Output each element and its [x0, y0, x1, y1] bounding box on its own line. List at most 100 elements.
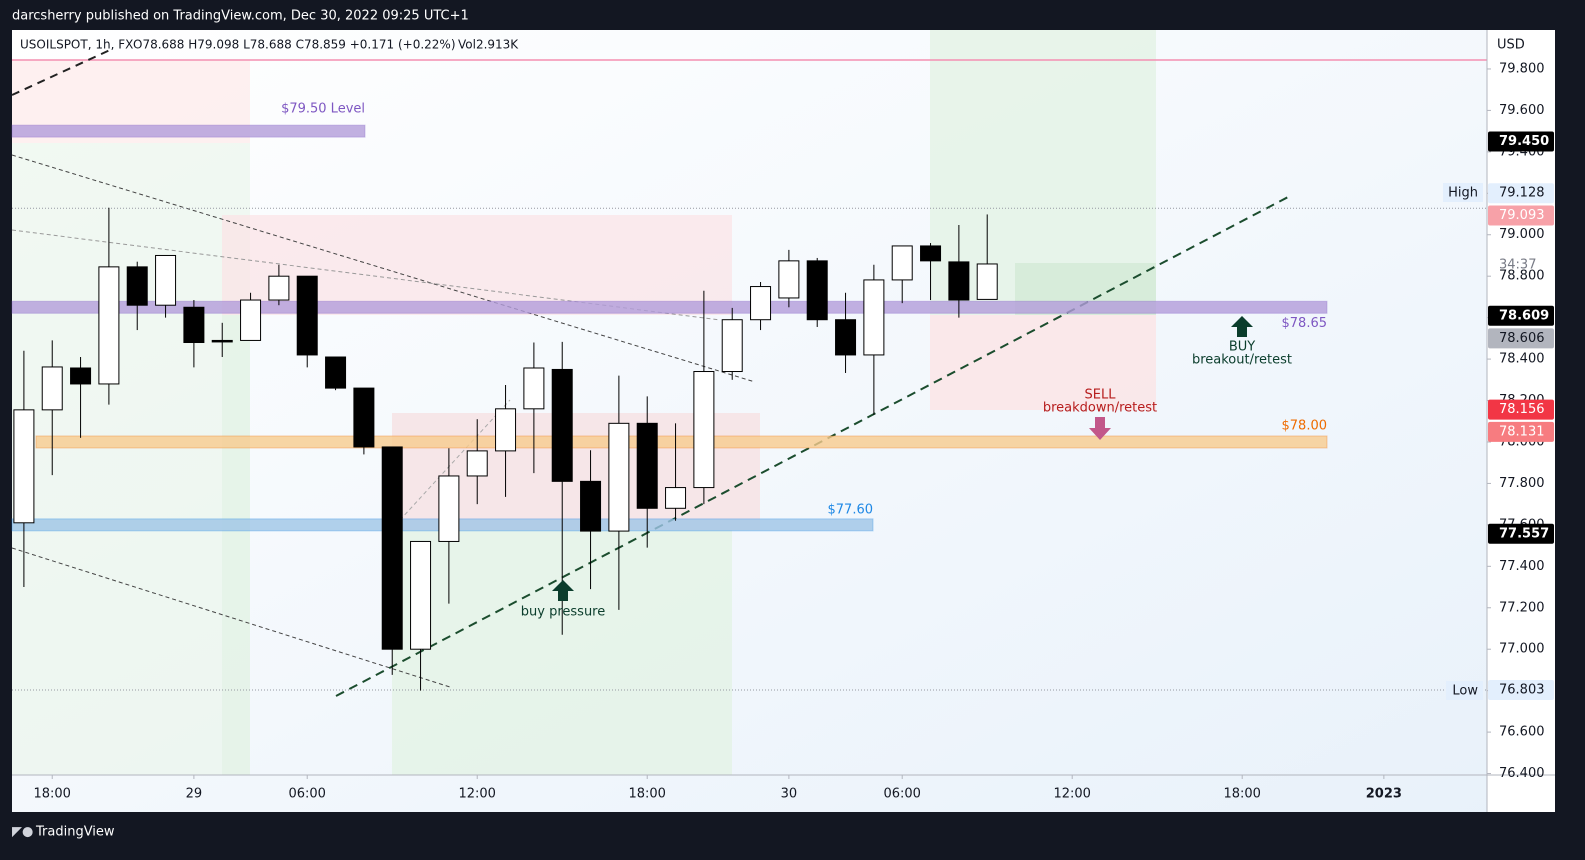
candle-body — [665, 487, 687, 509]
label-bg — [1446, 681, 1483, 700]
price-marker-label: 78.609 — [1499, 308, 1549, 323]
x-tick-label: 30 — [781, 787, 798, 802]
x-tick-label: 29 — [186, 787, 203, 802]
zone — [222, 315, 250, 775]
price-marker — [1488, 131, 1554, 152]
candle-body — [41, 366, 63, 411]
candle-body — [296, 275, 318, 356]
price-marker — [1488, 399, 1554, 420]
level-label: $79.50 Level — [281, 102, 365, 117]
candle-body — [891, 245, 913, 281]
candle-body — [948, 261, 970, 301]
y-tick-label: 77.200 — [1499, 600, 1545, 615]
candle-body — [466, 450, 488, 477]
candle-body — [381, 446, 403, 650]
symbol: USOILSPOT, 1h, FX — [20, 38, 133, 52]
buy-sub: breakout/retest — [1192, 353, 1292, 368]
sell-label: SELL — [1085, 388, 1117, 403]
y-tick-label: 79.800 — [1499, 61, 1545, 76]
y-tick-label: 77.400 — [1499, 559, 1545, 574]
buy-pressure: buy pressure — [521, 605, 605, 620]
candle-body — [438, 475, 460, 542]
buy-label: BUY — [1229, 340, 1255, 355]
candle-body — [155, 254, 177, 306]
x-tick-label: 18:00 — [628, 787, 665, 802]
candle-body — [608, 422, 630, 532]
candle-body — [98, 266, 120, 385]
y-tick-label: 77.800 — [1499, 476, 1545, 491]
candle-body — [920, 245, 942, 262]
trendline — [11, 154, 756, 383]
price-marker — [1488, 183, 1554, 204]
candle-body — [551, 368, 573, 482]
candle-body — [835, 319, 857, 356]
y-tick-label: 78.800 — [1499, 269, 1545, 284]
level-label: $77.60 — [828, 502, 874, 517]
level-label: $78.65 — [1282, 316, 1328, 331]
candle-body — [211, 339, 233, 343]
candle-body — [353, 387, 375, 448]
y-tick-label: 79.000 — [1499, 227, 1545, 242]
price-marker-label: 79.128 — [1499, 186, 1545, 201]
candle-body — [721, 319, 743, 373]
candle-body — [693, 371, 715, 489]
plot: 76.40076.60076.80077.00077.20077.40077.6… — [11, 61, 1554, 802]
price-marker — [1488, 205, 1554, 226]
candle-body — [410, 540, 432, 650]
price-marker-label: 76.803 — [1499, 683, 1545, 698]
candle-body — [523, 367, 545, 410]
footer-logo: ◤● — [12, 825, 33, 840]
candle-body — [976, 263, 998, 300]
arrow-up — [552, 580, 574, 601]
candle-body — [580, 480, 602, 532]
currency: USD — [1497, 38, 1525, 53]
price-marker — [1488, 523, 1554, 544]
buy-arrow — [1231, 316, 1253, 337]
price-marker-label: 79.093 — [1499, 208, 1545, 223]
y-tick-label: 76.400 — [1499, 766, 1545, 781]
candle-body — [183, 306, 205, 344]
trendlines — [11, 49, 1291, 697]
price-marker-label: 77.557 — [1499, 526, 1549, 541]
candle-body — [806, 260, 828, 321]
volume: Vol2.913K — [458, 38, 519, 52]
price-marker-label: 79.450 — [1499, 134, 1549, 149]
candle-body — [495, 408, 517, 452]
trendline — [11, 49, 111, 96]
arrow-up — [1231, 316, 1253, 337]
sell-sub: breakdown/retest — [1043, 401, 1157, 416]
x-tick-label: 12:00 — [458, 787, 495, 802]
x-tick-label: 12:00 — [1053, 787, 1090, 802]
y-tick-label: 79.600 — [1499, 103, 1545, 118]
candle-body — [325, 356, 347, 389]
x-tick-label: 06:00 — [883, 787, 920, 802]
price-marker — [1488, 328, 1554, 349]
y-tick-label: 78.400 — [1499, 352, 1545, 367]
candle-body — [240, 299, 262, 341]
countdown: 34:37 — [1499, 257, 1536, 272]
candle-body — [750, 286, 772, 321]
level-band — [11, 300, 1328, 314]
candle-body — [126, 266, 148, 306]
footer: TradingView — [35, 825, 115, 840]
label-bg — [1443, 183, 1483, 202]
price-marker — [1488, 421, 1554, 442]
y-tick-label: 77.000 — [1499, 642, 1545, 657]
candle-body — [268, 275, 290, 301]
high-label: High — [1448, 186, 1478, 201]
plot-bg — [12, 30, 1555, 812]
x-tick-label: 18:00 — [33, 787, 70, 802]
price-marker-label: 78.156 — [1499, 402, 1545, 417]
price-marker — [1488, 680, 1554, 701]
zone — [930, 315, 1156, 410]
publisher: darcsherry published on TradingView.com,… — [12, 9, 469, 24]
low-label: Low — [1452, 684, 1478, 699]
y-tick-label: 76.600 — [1499, 725, 1545, 740]
arrow-down — [1089, 417, 1111, 440]
level-label: $78.00 — [1282, 418, 1328, 433]
candle-body — [636, 422, 658, 509]
candle-body — [778, 260, 800, 299]
zone — [12, 143, 250, 775]
